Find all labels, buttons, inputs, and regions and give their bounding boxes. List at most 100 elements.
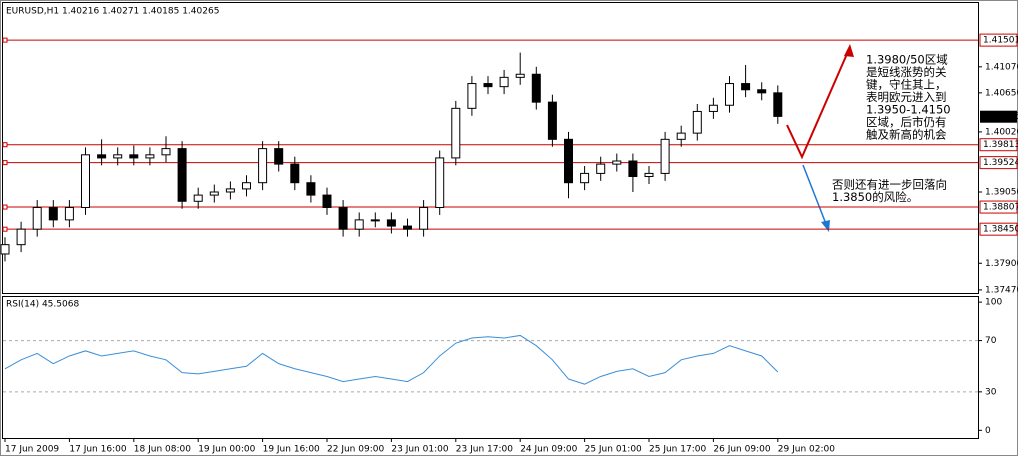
annotation: 1.3850的风险。 bbox=[832, 190, 918, 204]
level-tag bbox=[979, 33, 1018, 47]
arrow-head bbox=[844, 44, 854, 57]
level-handle bbox=[2, 226, 8, 232]
y-tick-label: 1.41070 bbox=[985, 62, 1018, 72]
x-tick-label: 17 Jun 16:00 bbox=[69, 445, 126, 455]
candle-body bbox=[676, 132, 686, 140]
x-tick-label: 22 Jun 09:00 bbox=[327, 445, 384, 455]
candle-body bbox=[531, 73, 541, 103]
x-tick-label: 17 Jun 2009 bbox=[5, 445, 59, 455]
candle-body bbox=[48, 206, 58, 221]
candle-body bbox=[386, 219, 396, 227]
candle-body bbox=[258, 148, 268, 184]
chart-title: EURUSD,H1 1.40216 1.40271 1.40185 1.4026… bbox=[6, 7, 219, 17]
y-tick-label: 1.40650 bbox=[985, 88, 1018, 98]
candle-body bbox=[338, 206, 348, 230]
up-arrow bbox=[786, 46, 851, 160]
candle-body bbox=[419, 206, 429, 230]
candle-body bbox=[660, 138, 670, 174]
y-tick-label: 1.37470 bbox=[985, 285, 1018, 295]
y-tick-label: 1.39050 bbox=[985, 187, 1018, 197]
candle-body bbox=[0, 244, 10, 255]
candle-body bbox=[773, 92, 783, 117]
candle-body bbox=[483, 83, 493, 88]
level-handle bbox=[2, 37, 8, 43]
annotation: 区域，后市仍有 bbox=[866, 115, 947, 129]
candle-body bbox=[32, 206, 42, 230]
candle-body bbox=[403, 225, 412, 230]
level-handle bbox=[2, 204, 8, 210]
candle-body bbox=[467, 83, 477, 109]
level-label: 1.39813 bbox=[983, 140, 1018, 150]
candle-body bbox=[628, 160, 638, 178]
candle-body bbox=[322, 194, 332, 208]
candle-body bbox=[725, 83, 734, 106]
annotation: 键，守住其上， bbox=[866, 78, 947, 92]
y-tick-label: 1.40020 bbox=[985, 127, 1018, 137]
candle-body bbox=[225, 188, 235, 193]
x-tick-label: 24 Jun 09:00 bbox=[520, 445, 577, 455]
rsi-line bbox=[4, 334, 779, 385]
candle-body bbox=[290, 163, 300, 184]
level-handle bbox=[2, 142, 8, 148]
x-tick-label: 29 Jun 02:00 bbox=[778, 445, 835, 455]
level-tag bbox=[979, 222, 1018, 236]
candle-body bbox=[692, 110, 702, 134]
annotation: 是短线涨势的关 bbox=[866, 65, 947, 79]
level-label: 1.38450 bbox=[983, 225, 1018, 235]
candle-body bbox=[306, 182, 316, 196]
level-tag bbox=[979, 200, 1018, 214]
annotation: 触及新高的机会 bbox=[866, 128, 947, 142]
last-price-label: 1.40265 bbox=[983, 112, 1018, 122]
y-tick-label: 0 bbox=[985, 426, 991, 436]
candle-body bbox=[354, 219, 364, 230]
rsi-title: RSI(14) 45.5068 bbox=[6, 300, 79, 310]
y-tick-label: 30 bbox=[985, 387, 997, 397]
candle-body bbox=[547, 101, 557, 140]
level-label: 1.38807 bbox=[983, 203, 1018, 213]
candle-body bbox=[209, 191, 219, 196]
x-tick-label: 23 Jun 01:00 bbox=[391, 445, 448, 455]
annotation: 表明欧元进入到 bbox=[866, 90, 947, 104]
candle-body bbox=[64, 206, 74, 221]
annotation: 否则还有进一步回落向 bbox=[832, 178, 947, 192]
down-arrow bbox=[802, 164, 827, 225]
candle-body bbox=[580, 172, 590, 184]
x-tick-label: 26 Jun 09:00 bbox=[713, 445, 770, 455]
candle-body bbox=[596, 163, 606, 174]
candle-body bbox=[177, 148, 187, 202]
x-tick-label: 23 Jun 17:00 bbox=[456, 445, 513, 455]
level-tag bbox=[979, 138, 1018, 152]
annotation: 1.3950-1.4150 bbox=[866, 103, 951, 117]
last-price-tag bbox=[980, 110, 1017, 123]
candle-body bbox=[242, 182, 251, 190]
candle-body bbox=[370, 219, 380, 222]
y-tick-label: 100 bbox=[985, 298, 1002, 308]
x-tick-label: 18 Jun 08:00 bbox=[134, 445, 191, 455]
candle-body bbox=[515, 73, 525, 78]
candle-body bbox=[161, 148, 171, 156]
candle-body bbox=[113, 154, 123, 159]
candle-body bbox=[16, 228, 26, 246]
candle-body bbox=[644, 172, 654, 178]
candle-body bbox=[757, 89, 767, 94]
candle-body bbox=[145, 154, 155, 159]
y-tick-label: 70 bbox=[985, 336, 997, 346]
candle-body bbox=[274, 148, 284, 165]
candle-body bbox=[499, 76, 509, 88]
candle-body bbox=[81, 154, 90, 208]
candle-body bbox=[193, 194, 203, 202]
y-tick-label: 1.37900 bbox=[985, 259, 1018, 269]
x-tick-label: 25 Jun 01:00 bbox=[585, 445, 642, 455]
candle-body bbox=[741, 83, 751, 91]
level-label: 1.39524 bbox=[983, 158, 1018, 168]
x-tick-label: 19 Jun 16:00 bbox=[263, 445, 320, 455]
x-tick-label: 19 Jun 00:00 bbox=[198, 445, 255, 455]
candle-body bbox=[129, 154, 139, 159]
level-label: 1.41501 bbox=[983, 36, 1018, 46]
main-panel bbox=[2, 2, 979, 294]
level-handle bbox=[2, 160, 8, 166]
rsi-panel bbox=[2, 296, 979, 439]
